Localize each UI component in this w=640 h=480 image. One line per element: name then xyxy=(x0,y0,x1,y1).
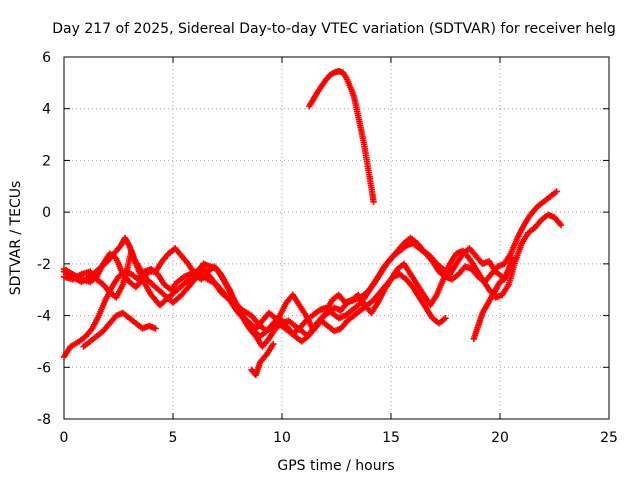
x-tick-label: 15 xyxy=(382,430,400,446)
data-points xyxy=(60,68,565,379)
y-tick-label: -8 xyxy=(37,412,51,428)
data-point xyxy=(509,255,517,262)
series-track-4 xyxy=(60,234,506,337)
series-track-5 xyxy=(80,309,159,350)
data-point xyxy=(557,221,565,229)
x-tick-label: 5 xyxy=(169,430,178,446)
series-track-6 xyxy=(248,340,277,379)
x-axis-label: GPS time / hours xyxy=(277,458,394,474)
data-point xyxy=(442,314,449,322)
y-tick-label: -6 xyxy=(37,360,51,376)
axis-ticks: 0 5 10 15 20 25 -8 -6 -4 -2 0 2 4 6 xyxy=(37,50,618,446)
chart-title: Day 217 of 2025, Sidereal Day-to-day VTE… xyxy=(52,21,615,37)
x-tick-label: 25 xyxy=(600,430,618,446)
plot-area-border xyxy=(63,56,610,420)
y-tick-label: 4 xyxy=(42,102,51,118)
series-track-7 xyxy=(470,255,517,343)
data-point xyxy=(152,325,159,332)
y-tick-label: 2 xyxy=(42,153,51,169)
data-point xyxy=(370,198,377,205)
data-point xyxy=(270,340,277,348)
y-tick-label: 0 xyxy=(42,205,51,221)
series-track-8 xyxy=(306,68,377,205)
y-tick-label: -4 xyxy=(37,309,51,325)
y-axis-label: SDTVAR / TECUs xyxy=(8,181,24,296)
x-tick-label: 0 xyxy=(60,430,69,446)
data-point xyxy=(553,188,560,195)
y-tick-label: 6 xyxy=(42,50,51,66)
y-tick-label: -2 xyxy=(37,257,51,273)
series-track-3 xyxy=(60,247,449,345)
x-tick-label: 10 xyxy=(273,430,291,446)
x-tick-label: 20 xyxy=(491,430,509,446)
